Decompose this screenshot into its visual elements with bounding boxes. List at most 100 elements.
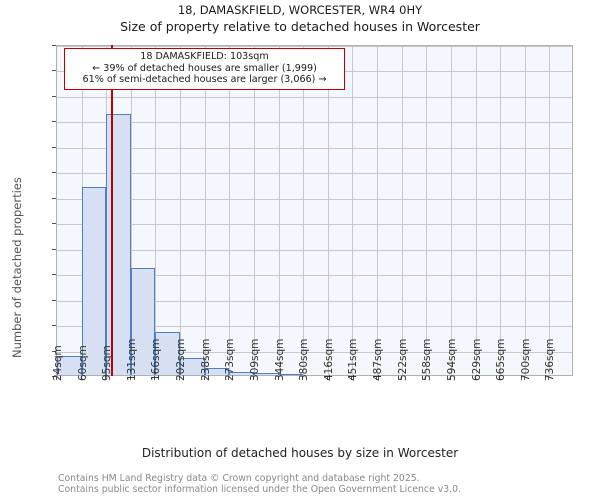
- histogram-bar: [106, 114, 131, 375]
- x-axis-tick-mark: [499, 376, 501, 380]
- gridline-vertical: [303, 46, 305, 375]
- x-axis-tick-mark: [449, 376, 451, 380]
- annotation-line-1: 18 DAMASKFIELD: 103sqm: [140, 51, 269, 62]
- gridline-vertical: [229, 46, 231, 375]
- annotation-line-3: 61% of semi-detached houses are larger (…: [82, 74, 327, 85]
- footer-line-1: Contains HM Land Registry data © Crown c…: [58, 473, 420, 484]
- y-axis-tick-mark: [52, 325, 56, 327]
- plot-area: [56, 45, 573, 376]
- y-axis-tick-mark: [52, 95, 56, 97]
- gridline-vertical: [130, 46, 132, 375]
- footer-line-2: Contains public sector information licen…: [58, 484, 461, 495]
- x-axis-tick-label: 416sqm: [322, 338, 335, 381]
- y-axis-tick-mark: [52, 350, 56, 352]
- property-size-marker-line: [110, 45, 113, 376]
- histogram-bar: [130, 268, 156, 375]
- gridline-vertical: [253, 46, 255, 375]
- gridline-vertical: [500, 46, 502, 375]
- x-axis-tick-mark: [400, 376, 402, 380]
- x-axis-tick-label: 60sqm: [76, 345, 89, 381]
- gridline-vertical: [278, 46, 280, 375]
- y-axis-tick-mark: [52, 197, 56, 199]
- x-axis-label: Distribution of detached houses by size …: [141, 446, 459, 460]
- gridline-horizontal: [57, 122, 572, 124]
- x-axis-tick-label: 202sqm: [175, 338, 188, 381]
- gridline-horizontal: [57, 198, 572, 200]
- y-axis-tick-mark: [52, 45, 56, 46]
- x-axis-tick-label: 558sqm: [421, 338, 434, 381]
- x-axis-tick-label: 131sqm: [125, 338, 138, 381]
- gridline-horizontal: [57, 326, 572, 328]
- histogram-bar: [278, 373, 304, 375]
- gridline-horizontal: [57, 173, 572, 175]
- page-title: 18, DAMASKFIELD, WORCESTER, WR4 0HY: [177, 3, 423, 17]
- histogram-bar: [180, 358, 205, 375]
- gridline-horizontal: [57, 147, 572, 149]
- y-axis-tick-mark: [52, 299, 56, 301]
- gridline-vertical: [450, 46, 452, 375]
- x-axis-tick-mark: [548, 376, 550, 380]
- gridline-vertical: [352, 46, 354, 375]
- gridline-horizontal: [57, 249, 572, 251]
- x-axis-tick-mark: [302, 376, 304, 380]
- x-axis-tick-mark: [351, 376, 353, 380]
- y-axis-tick-mark: [52, 274, 56, 276]
- gridline-vertical: [426, 46, 428, 375]
- x-axis-tick-mark: [129, 376, 131, 380]
- histogram-bar: [57, 355, 82, 375]
- chart-subtitle: Size of property relative to detached ho…: [120, 19, 480, 34]
- x-axis-tick-mark: [203, 376, 205, 380]
- x-axis-tick-mark: [523, 376, 525, 380]
- x-axis-tick-mark: [80, 376, 82, 380]
- x-axis-tick-mark: [154, 376, 156, 380]
- x-axis-tick-label: 700sqm: [519, 338, 532, 381]
- x-axis-tick-label: 309sqm: [248, 338, 261, 381]
- gridline-vertical: [377, 46, 379, 375]
- y-axis-tick-mark: [52, 223, 56, 225]
- gridline-vertical: [401, 46, 403, 375]
- gridline-vertical: [549, 46, 551, 375]
- gridline-vertical: [180, 46, 182, 375]
- histogram-bar: [204, 368, 230, 375]
- x-axis-tick-mark: [179, 376, 181, 380]
- x-axis-tick-label: 736sqm: [544, 338, 557, 381]
- gridline-vertical: [475, 46, 477, 375]
- x-axis-tick-mark: [105, 376, 107, 380]
- plot-inner: [57, 46, 572, 375]
- y-axis-tick-mark: [52, 146, 56, 148]
- y-axis-tick-mark: [52, 376, 56, 377]
- x-axis-tick-mark: [56, 376, 57, 380]
- x-axis-tick-label: 24sqm: [52, 345, 64, 381]
- x-axis-tick-label: 487sqm: [372, 338, 385, 381]
- gridline-vertical: [327, 46, 329, 375]
- x-axis-tick-label: 629sqm: [470, 338, 483, 381]
- x-axis-tick-mark: [228, 376, 230, 380]
- y-axis-tick-mark: [52, 248, 56, 250]
- x-axis-tick-mark: [425, 376, 427, 380]
- gridline-vertical: [204, 46, 206, 375]
- y-axis-tick-mark: [52, 121, 56, 123]
- x-axis-tick-label: 238sqm: [199, 338, 212, 381]
- x-axis-tick-mark: [474, 376, 476, 380]
- x-axis-tick-label: 380sqm: [298, 338, 311, 381]
- gridline-vertical: [155, 46, 157, 375]
- x-axis-tick-label: 273sqm: [224, 338, 237, 381]
- gridline-horizontal: [57, 300, 572, 302]
- gridline-horizontal: [57, 351, 572, 353]
- x-axis-tick-mark: [277, 376, 279, 380]
- x-axis-tick-mark: [326, 376, 328, 380]
- title-block: 18, DAMASKFIELD, WORCESTER, WR4 0HY Size…: [0, 2, 600, 35]
- annotation-line-2: ← 39% of detached houses are smaller (1,…: [92, 62, 317, 74]
- gridline-vertical: [524, 46, 526, 375]
- y-axis-tick-mark: [52, 172, 56, 174]
- y-axis-label: Number of detached properties: [10, 177, 24, 358]
- gridline-horizontal: [57, 96, 572, 98]
- footer-attribution: Contains HM Land Registry data © Crown c…: [58, 473, 578, 495]
- x-axis-tick-label: 522sqm: [396, 338, 409, 381]
- histogram-bar: [81, 186, 107, 375]
- gridline-horizontal: [57, 46, 572, 47]
- gridline-horizontal: [57, 275, 572, 277]
- x-axis-tick-label: 166sqm: [150, 338, 163, 381]
- x-axis-tick-mark: [376, 376, 378, 380]
